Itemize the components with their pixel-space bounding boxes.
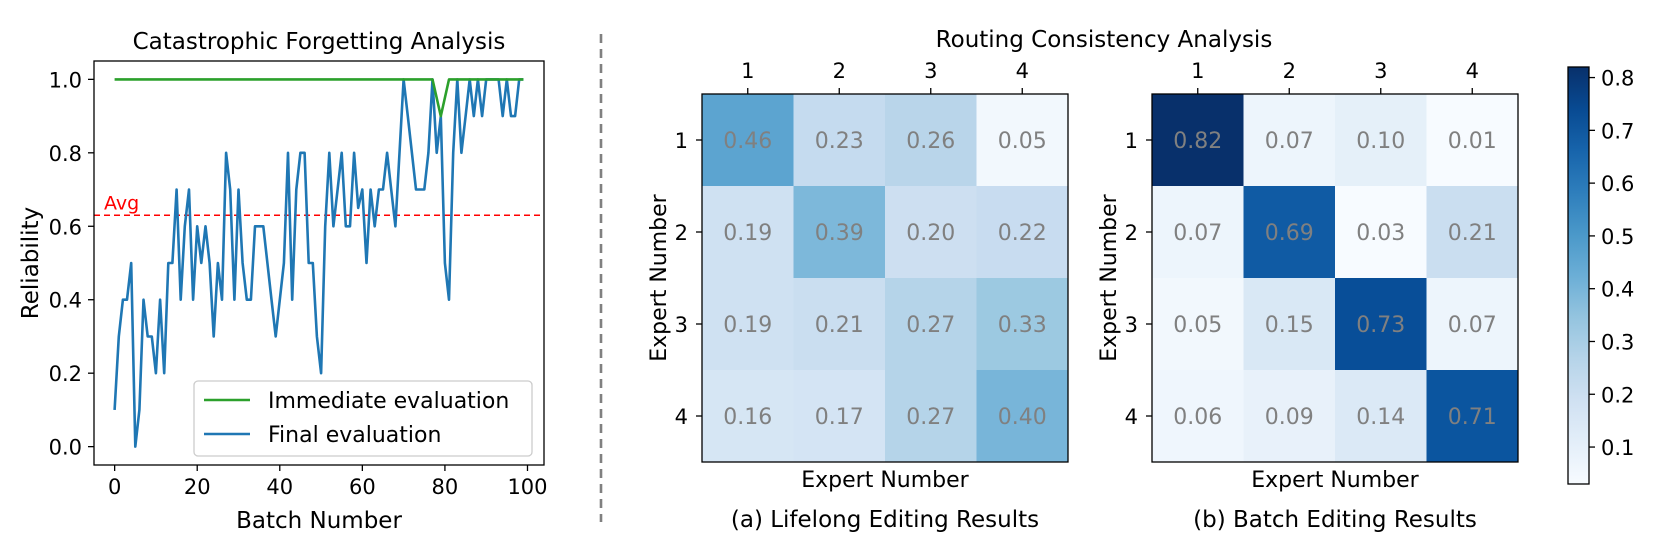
colorbar-tick-label: 0.6 xyxy=(1601,172,1634,196)
x-tick-label: 40 xyxy=(266,475,293,499)
line-chart-x-axis-label: Batch Number xyxy=(236,508,402,534)
heatmap-lifelong-cell-value: 0.19 xyxy=(723,313,772,338)
heatmap-batch-cell-value: 0.14 xyxy=(1356,405,1405,430)
heatmap-batch-x-tick-label: 1 xyxy=(1191,59,1204,83)
heatmap-lifelong-cell-value: 0.26 xyxy=(906,129,955,154)
colorbar-tick-label: 0.5 xyxy=(1601,225,1634,249)
heatmap-batch-cell-value: 0.82 xyxy=(1173,129,1222,154)
heatmap-lifelong-cell-value: 0.40 xyxy=(998,405,1047,430)
heatmap-lifelong-y-tick-label: 4 xyxy=(675,405,688,429)
colorbar-tick-label: 0.1 xyxy=(1601,436,1634,460)
heatmap-lifelong-caption: (a) Lifelong Editing Results xyxy=(731,507,1039,533)
heatmap-lifelong-cell-value: 0.21 xyxy=(815,313,864,338)
heatmap-batch-cell-value: 0.21 xyxy=(1448,221,1497,246)
heatmap-batch-cell-value: 0.69 xyxy=(1265,221,1314,246)
colorbar-gradient xyxy=(1568,67,1589,484)
heatmap-lifelong-cell-value: 0.17 xyxy=(815,405,864,430)
y-tick-label: 0.0 xyxy=(49,436,82,460)
colorbar-tick-label: 0.8 xyxy=(1601,67,1634,91)
heatmap-lifelong: 0.46 0.23 0.26 0.05 0.19 0.39 0.20 0.22 0.19 0.21… xyxy=(647,59,1069,533)
heatmap-lifelong-cell-value: 0.46 xyxy=(723,129,772,154)
heatmap-batch-cell-value: 0.71 xyxy=(1448,405,1497,430)
colorbar-tick-label: 0.4 xyxy=(1601,278,1634,302)
heatmap-batch-y-tick-label: 3 xyxy=(1125,313,1138,337)
heatmap-batch-cell-value: 0.07 xyxy=(1448,313,1497,338)
heatmap-batch-x-label: Expert Number xyxy=(1251,468,1419,493)
heatmap-lifelong-cell-value: 0.27 xyxy=(906,405,955,430)
heatmap-lifelong-x-tick-label: 1 xyxy=(741,59,754,83)
heatmap-lifelong-cell-value: 0.39 xyxy=(815,221,864,246)
heatmap-batch-cell-value: 0.09 xyxy=(1265,405,1314,430)
heatmap-batch-cell-value: 0.05 xyxy=(1173,313,1222,338)
y-tick-label: 0.6 xyxy=(49,215,82,239)
heatmap-batch-cell-value: 0.03 xyxy=(1356,221,1405,246)
heatmap-batch-cell-value: 0.73 xyxy=(1356,313,1405,338)
x-tick-label: 60 xyxy=(349,475,376,499)
heatmap-suptitle: Routing Consistency Analysis xyxy=(936,27,1273,53)
heatmap-lifelong-cell-value: 0.33 xyxy=(998,313,1047,338)
y-tick-label: 0.8 xyxy=(49,142,82,166)
line-chart-y-axis-label: Reliability xyxy=(18,207,44,319)
heatmap-batch-y-label: Expert Number xyxy=(1097,193,1122,361)
heatmap-lifelong-x-tick-label: 3 xyxy=(924,59,937,83)
y-tick-label: 0.4 xyxy=(49,289,82,313)
x-tick-label: 80 xyxy=(432,475,459,499)
colorbar-ticks: 0.1 0.2 0.3 0.4 0.5 0.6 0.7 0.8 xyxy=(1589,67,1634,460)
heatmap-batch-cell-value: 0.15 xyxy=(1265,313,1314,338)
line-chart-title: Catastrophic Forgetting Analysis xyxy=(133,29,506,55)
colorbar: 0.1 0.2 0.3 0.4 0.5 0.6 0.7 0.8 xyxy=(1568,67,1634,484)
heatmap-batch-y-tick-label: 1 xyxy=(1125,129,1138,153)
heatmap-batch: 0.82 0.07 0.10 0.01 0.07 0.69 0.03 0.21 0.05 0.15… xyxy=(1097,59,1519,533)
heatmap-lifelong-cell-value: 0.16 xyxy=(723,405,772,430)
heatmap-lifelong-x-tick-label: 4 xyxy=(1016,59,1029,83)
heatmap-lifelong-cell-value: 0.19 xyxy=(723,221,772,246)
heatmap-lifelong-cell-value: 0.05 xyxy=(998,129,1047,154)
x-tick-label: 20 xyxy=(184,475,211,499)
average-label: Avg xyxy=(104,192,139,214)
heatmap-batch-x-tick-label: 3 xyxy=(1374,59,1387,83)
heatmap-batch-x-tick-label: 2 xyxy=(1283,59,1296,83)
line-chart: Catastrophic Forgetting Analysis Batch N… xyxy=(18,29,548,534)
heatmap-batch-cell-value: 0.07 xyxy=(1265,129,1314,154)
heatmap-lifelong-x-label: Expert Number xyxy=(801,468,969,493)
heatmap-lifelong-cell-value: 0.23 xyxy=(815,129,864,154)
heatmap-lifelong-y-tick-label: 3 xyxy=(675,313,688,337)
heatmap-batch-cell-value: 0.06 xyxy=(1173,405,1222,430)
heatmap-lifelong-y-tick-label: 2 xyxy=(675,221,688,245)
colorbar-tick-label: 0.3 xyxy=(1601,330,1634,354)
heatmap-batch-cells: 0.82 0.07 0.10 0.01 0.07 0.69 0.03 0.21 0.05 0.15… xyxy=(1152,94,1519,463)
y-tick-label: 0.2 xyxy=(49,362,82,386)
heatmap-lifelong-cell-value: 0.27 xyxy=(906,313,955,338)
x-tick-label: 100 xyxy=(507,475,547,499)
heatmap-lifelong-cell-value: 0.22 xyxy=(998,221,1047,246)
heatmap-lifelong-cells: 0.46 0.23 0.26 0.05 0.19 0.39 0.20 0.22 0.19 0.21… xyxy=(702,94,1069,463)
legend-label-final: Final evaluation xyxy=(268,423,441,448)
heatmap-batch-cell-value: 0.07 xyxy=(1173,221,1222,246)
colorbar-tick-label: 0.7 xyxy=(1601,119,1634,143)
heatmap-lifelong-x-tick-label: 2 xyxy=(833,59,846,83)
line-chart-legend: Immediate evaluation Final evaluation xyxy=(194,381,532,456)
heatmap-batch-y-tick-label: 4 xyxy=(1125,405,1138,429)
y-tick-label: 1.0 xyxy=(49,68,82,92)
heatmap-lifelong-y-label: Expert Number xyxy=(647,193,672,361)
heatmap-batch-y-tick-label: 2 xyxy=(1125,221,1138,245)
heatmap-batch-cell-value: 0.01 xyxy=(1448,129,1497,154)
series-immediate-evaluation xyxy=(115,79,524,116)
heatmap-lifelong-y-tick-label: 1 xyxy=(675,129,688,153)
heatmap-lifelong-cell-value: 0.20 xyxy=(906,221,955,246)
colorbar-tick-label: 0.2 xyxy=(1601,383,1634,407)
heatmap-batch-cell-value: 0.10 xyxy=(1356,129,1405,154)
x-tick-label: 0 xyxy=(108,475,121,499)
heatmap-batch-caption: (b) Batch Editing Results xyxy=(1193,507,1477,533)
heatmap-batch-x-tick-label: 4 xyxy=(1466,59,1479,83)
legend-label-immediate: Immediate evaluation xyxy=(268,389,509,414)
